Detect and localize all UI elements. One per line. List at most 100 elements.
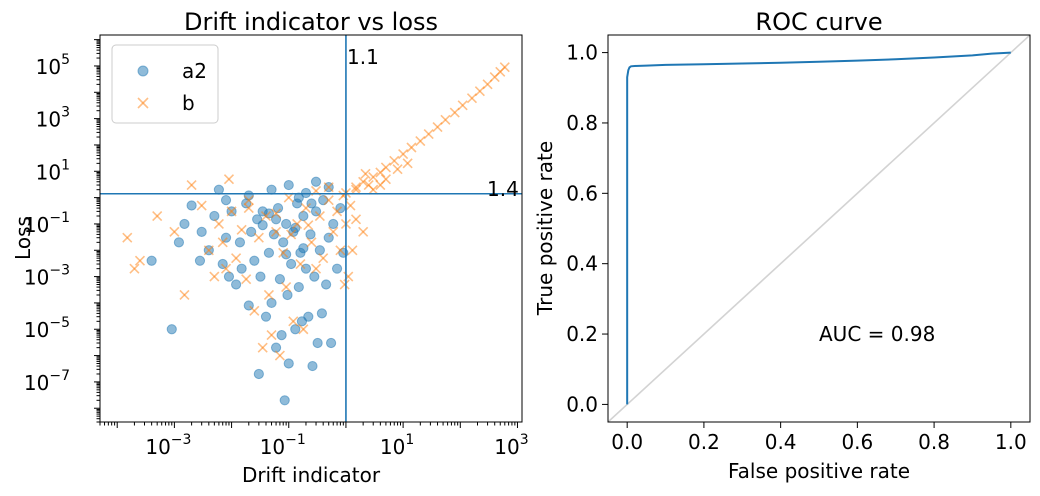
point-a2 bbox=[325, 337, 337, 349]
point-b bbox=[350, 214, 362, 225]
point-b bbox=[350, 184, 362, 195]
point-b bbox=[323, 182, 334, 193]
point-a2 bbox=[266, 297, 277, 309]
point-b bbox=[300, 203, 312, 214]
point-b bbox=[152, 210, 163, 222]
point-a2 bbox=[179, 218, 190, 230]
point-a2 bbox=[310, 176, 322, 187]
scatter-title: Drift indicator vs loss bbox=[184, 8, 438, 36]
point-a2 bbox=[173, 237, 185, 248]
point-b bbox=[306, 237, 317, 248]
point-b bbox=[274, 350, 285, 361]
roc-x-tick-label: 1.0 bbox=[995, 430, 1027, 454]
point-b bbox=[318, 253, 329, 264]
point-b bbox=[389, 155, 400, 166]
roc-x-tick-label: 0.6 bbox=[841, 430, 873, 454]
point-a2 bbox=[243, 190, 254, 201]
point-b bbox=[266, 330, 277, 341]
point-b bbox=[122, 232, 133, 243]
point-a2 bbox=[293, 281, 304, 293]
point-b bbox=[263, 289, 274, 301]
point-a2 bbox=[290, 222, 301, 234]
point-b bbox=[196, 200, 207, 211]
point-b bbox=[457, 100, 468, 111]
horizontal-threshold-label: 1.4 bbox=[487, 177, 519, 201]
point-b bbox=[281, 282, 292, 293]
roc-y-tick-label: 0.2 bbox=[566, 322, 598, 346]
point-b bbox=[358, 176, 369, 187]
point-a2 bbox=[186, 200, 197, 211]
point-b bbox=[231, 253, 242, 264]
point-b bbox=[402, 158, 413, 169]
point-b bbox=[392, 164, 403, 175]
point-a2 bbox=[312, 337, 323, 349]
point-b bbox=[332, 206, 343, 217]
point-a2 bbox=[290, 324, 301, 335]
point-a2 bbox=[249, 255, 260, 266]
point-a2 bbox=[146, 255, 157, 266]
point-b bbox=[241, 274, 252, 285]
point-b bbox=[271, 208, 282, 219]
point-b bbox=[499, 62, 510, 73]
point-a2 bbox=[217, 258, 228, 270]
point-b bbox=[368, 184, 379, 195]
roc-panel: ROC curve 0.0 0.2 0.4 0.6 0.8 1.0 0.0 0.2 0.4 0.6… bbox=[533, 8, 1031, 483]
y-tick-label: 10−7 bbox=[24, 368, 70, 395]
point-a2 bbox=[283, 358, 294, 369]
point-a2 bbox=[303, 311, 314, 322]
point-a2 bbox=[283, 179, 294, 191]
point-b bbox=[339, 279, 350, 290]
legend-label-b: b bbox=[182, 91, 195, 115]
point-a2 bbox=[276, 329, 287, 341]
point-a2 bbox=[257, 220, 268, 231]
point-b bbox=[415, 136, 426, 147]
y-tick-label: 101 bbox=[36, 157, 70, 184]
point-b bbox=[292, 218, 303, 230]
scatter-panel: Drift indicator vs loss 10−3 10−1 101 103 10… bbox=[11, 8, 529, 487]
point-a2 bbox=[270, 214, 282, 225]
point-a2 bbox=[314, 245, 325, 256]
point-b bbox=[350, 182, 362, 193]
y-tick-label: 10−1 bbox=[24, 210, 70, 237]
point-b bbox=[283, 192, 294, 203]
vertical-threshold-label: 1.1 bbox=[347, 45, 379, 69]
roc-title: ROC curve bbox=[755, 8, 882, 36]
point-b bbox=[380, 162, 391, 173]
point-a2 bbox=[196, 226, 207, 237]
point-a2 bbox=[281, 218, 292, 230]
point-a2 bbox=[263, 247, 275, 258]
scatter-plot-frame bbox=[99, 34, 523, 423]
point-b bbox=[243, 203, 254, 214]
point-b bbox=[449, 107, 460, 118]
point-b bbox=[286, 229, 297, 240]
point-b bbox=[278, 247, 289, 258]
point-b bbox=[217, 237, 228, 248]
point-a2 bbox=[286, 258, 297, 270]
point-a2 bbox=[255, 271, 266, 282]
point-a2 bbox=[274, 274, 285, 285]
roc-y-tick-label: 0.0 bbox=[566, 392, 598, 416]
point-a2 bbox=[279, 395, 290, 406]
chance-diagonal-line bbox=[608, 35, 1030, 422]
point-a2 bbox=[298, 210, 309, 222]
roc-y-tick-label: 0.8 bbox=[566, 111, 598, 135]
y-tick-label: 10−3 bbox=[24, 263, 70, 290]
x-tick-label: 10−3 bbox=[145, 432, 191, 459]
point-a2 bbox=[282, 289, 293, 301]
point-b bbox=[375, 179, 386, 191]
point-b bbox=[323, 195, 334, 206]
point-a2 bbox=[278, 237, 289, 248]
point-b bbox=[335, 245, 346, 256]
point-b bbox=[257, 342, 268, 353]
point-b bbox=[249, 305, 260, 316]
point-a2 bbox=[213, 184, 224, 195]
point-a2 bbox=[236, 263, 247, 274]
point-a2 bbox=[316, 308, 328, 319]
point-b bbox=[398, 149, 409, 160]
point-b bbox=[358, 226, 369, 237]
x-tick-label: 103 bbox=[494, 432, 528, 459]
point-a2 bbox=[309, 271, 320, 282]
point-a2 bbox=[209, 210, 220, 222]
roc-y-tick-label: 1.0 bbox=[566, 41, 598, 65]
point-b bbox=[360, 168, 371, 179]
